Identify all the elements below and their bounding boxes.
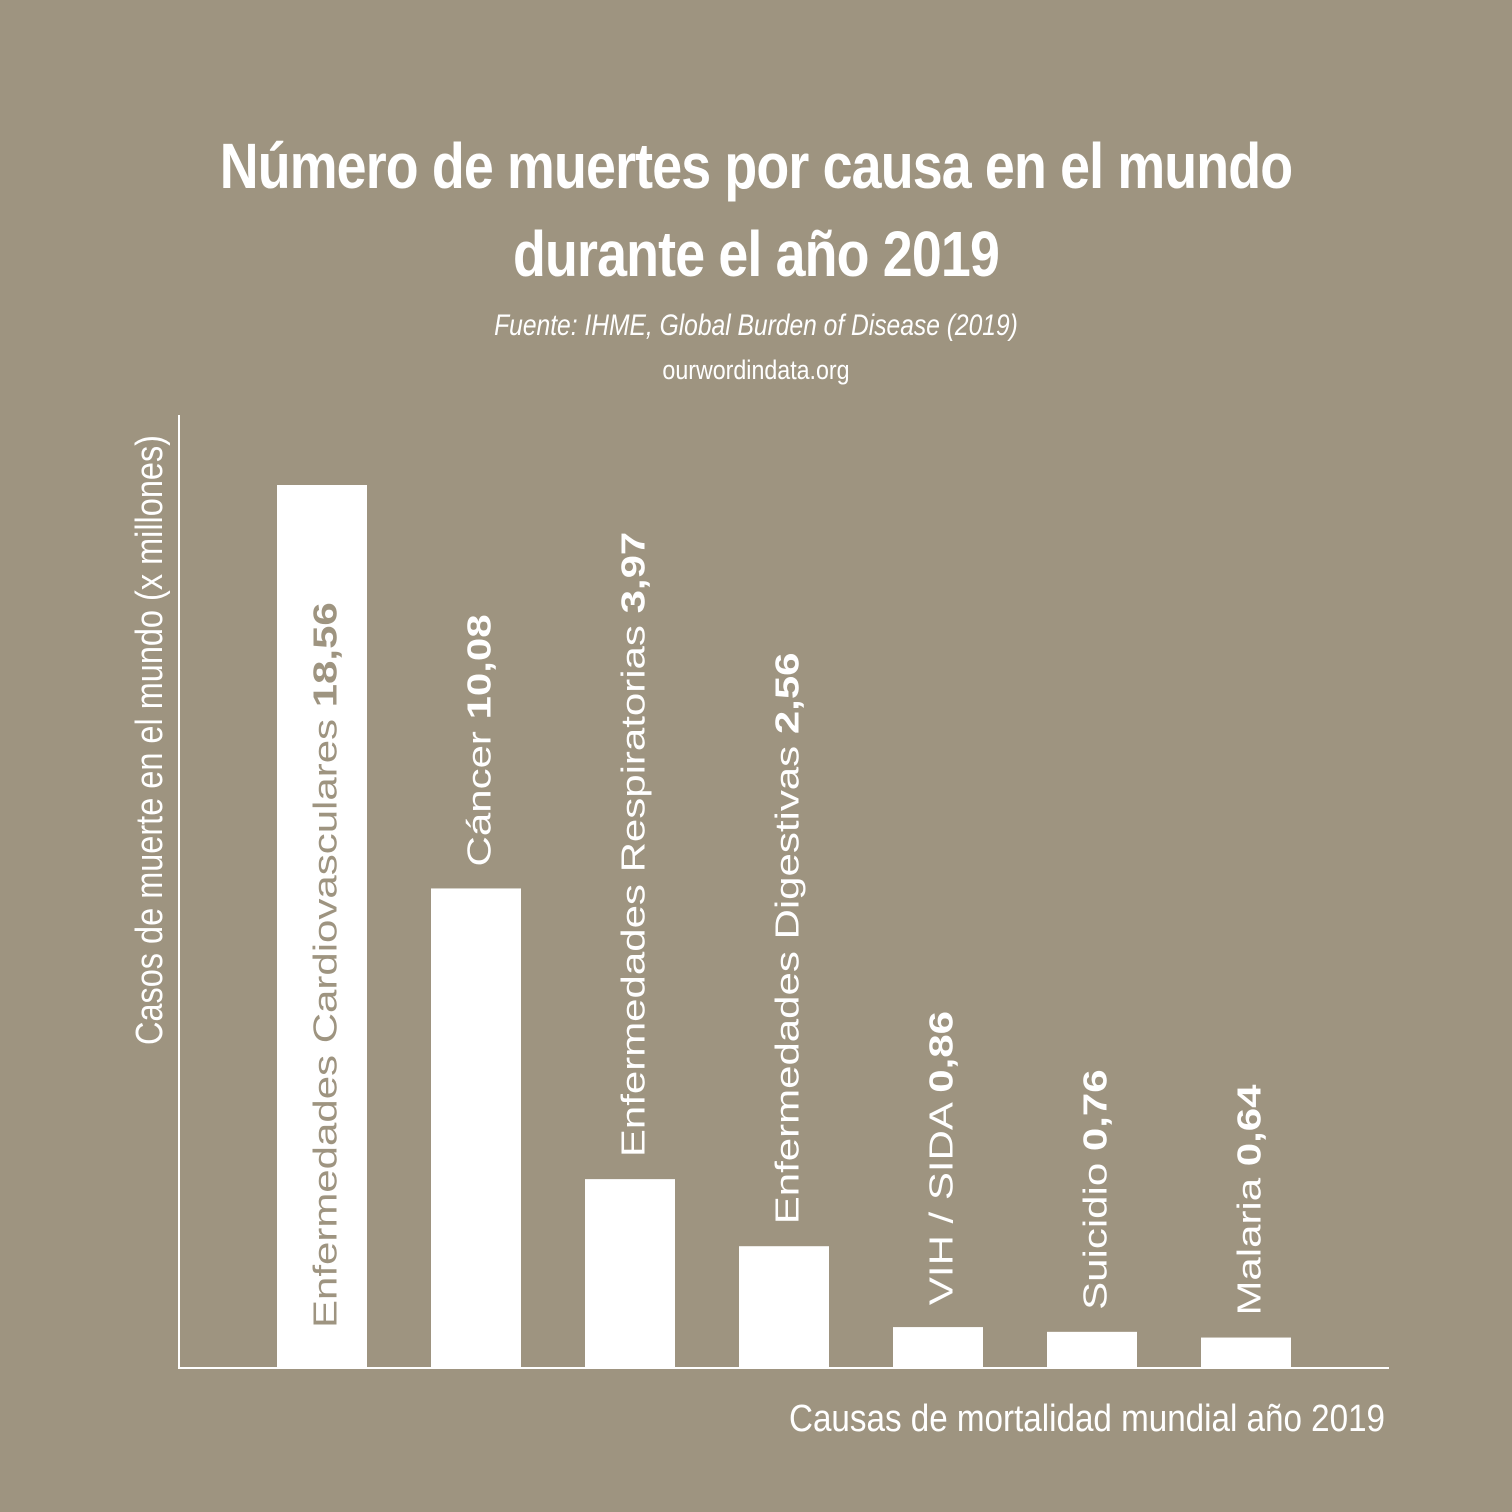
bar-label-enfermedades-respiratorias: Enfermedades Respiratorias 3,97 xyxy=(616,532,653,1157)
bars-group: Enfermedades Cardiovasculares 18,56 Cánce… xyxy=(277,485,1291,1368)
bar-label-cancer: Cáncer 10,08 xyxy=(462,614,499,866)
value-label: 2,56 xyxy=(770,652,807,734)
chart-title: Número de muertes por causa en el mundo … xyxy=(121,122,1391,298)
bar-enfermedades-digestivas xyxy=(739,1246,829,1368)
category-label: Enfermedades Cardiovasculares xyxy=(308,707,345,1328)
bar-enfermedades-cardiovasculares xyxy=(277,485,367,1368)
bar-label-malaria: Malaria 0,64 xyxy=(1232,1085,1269,1316)
value-label: 3,97 xyxy=(616,532,653,614)
chart-source: Fuente: IHME, Global Burden of Disease (… xyxy=(494,309,1018,342)
bar-cancer xyxy=(431,888,521,1368)
value-label: 0,76 xyxy=(1078,1069,1115,1151)
bar-vih-sida xyxy=(893,1327,983,1368)
bar-label-enfermedades-digestivas: Enfermedades Digestivas 2,56 xyxy=(770,652,807,1224)
chart-site-url: ourwordindata.org xyxy=(662,355,850,385)
bar-label-suicidio: Suicidio 0,76 xyxy=(1078,1069,1115,1309)
value-label: 10,08 xyxy=(462,614,499,719)
x-axis-label: Causas de mortalidad mundial año 2019 xyxy=(789,1398,1385,1440)
value-label: 0,64 xyxy=(1232,1085,1269,1167)
y-axis-label: Casos de muerte en el mundo (x millones) xyxy=(129,435,171,1045)
bar-suicidio xyxy=(1047,1331,1137,1368)
category-label: Cáncer xyxy=(462,719,499,866)
bar-enfermedades-respiratorias xyxy=(585,1179,675,1368)
value-label: 0,86 xyxy=(924,1011,961,1093)
bar-label-vih-sida: VIH / SIDA 0,86 xyxy=(924,1011,961,1305)
category-label: Enfermedades Respiratorias xyxy=(616,613,653,1157)
category-label: VIH / SIDA xyxy=(924,1093,961,1305)
chart-title-line-2: durante el año 2019 xyxy=(513,218,1000,290)
category-label: Suicidio xyxy=(1078,1151,1115,1310)
chart-title-line-1: Número de muertes por causa en el mundo xyxy=(219,130,1293,202)
bar-malaria xyxy=(1201,1337,1291,1368)
category-label: Malaria xyxy=(1232,1166,1269,1315)
category-label: Enfermedades Digestivas xyxy=(770,734,807,1224)
bar-label-enfermedades-cardiovasculares: Enfermedades Cardiovasculares 18,56 xyxy=(308,602,345,1328)
value-label: 18,56 xyxy=(308,602,345,707)
